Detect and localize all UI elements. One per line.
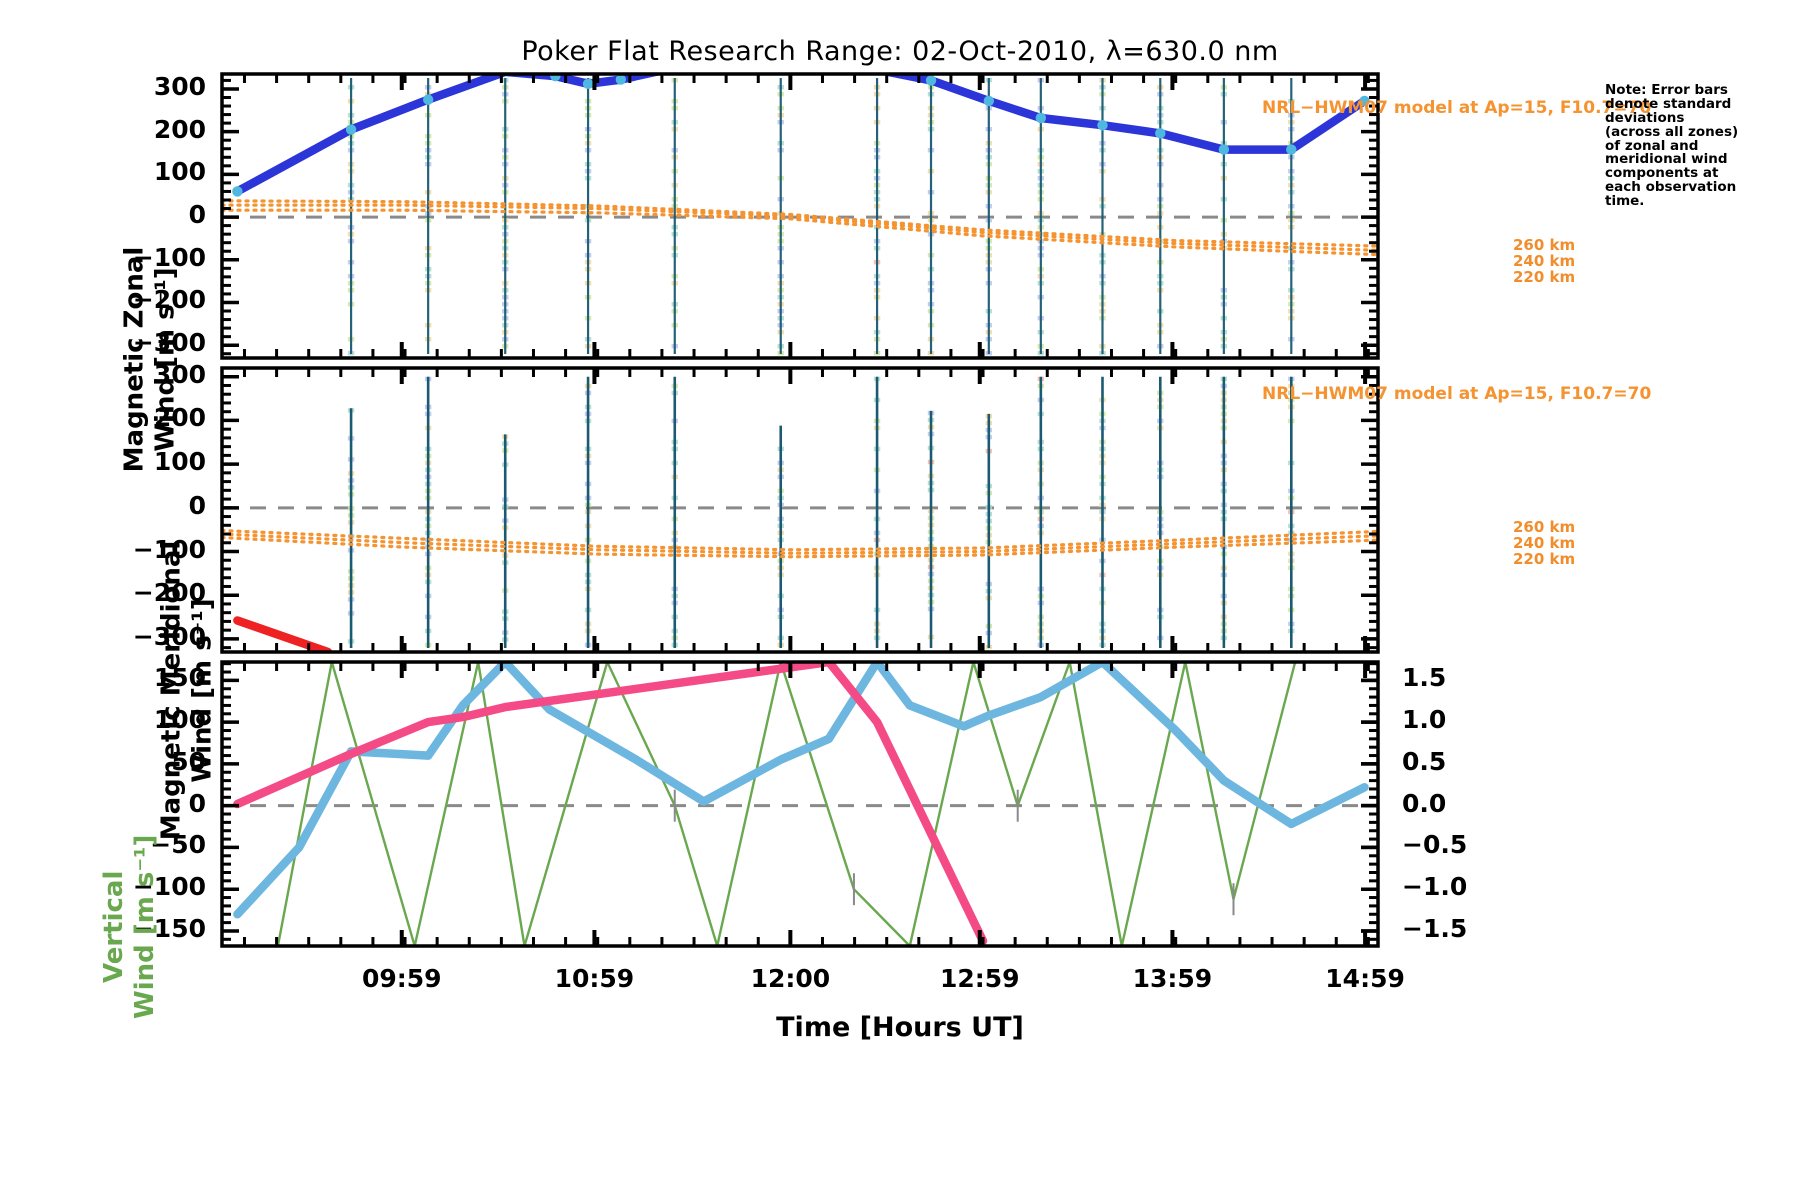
ytick-meridional-4: −100 — [132, 534, 206, 564]
ytick-vertical-3: 0 — [188, 788, 206, 818]
alt-label-meridional-0: 260 km — [1513, 518, 1576, 536]
ytick-zonal-6: −300 — [132, 328, 206, 358]
ytick-meridional-2: 100 — [153, 447, 206, 477]
ytick-right-3: 0.0 — [1402, 788, 1447, 818]
alt-label-meridional-2: 220 km — [1513, 550, 1576, 568]
xtick-4: 13:59 — [1132, 964, 1213, 993]
ytick-zonal-0: 300 — [153, 71, 206, 101]
alt-label-zonal-1: 240 km — [1513, 252, 1576, 270]
ytick-vertical-1: 100 — [153, 705, 206, 735]
model-note-zonal: NRL−HWM07 model at Ap=15, F10.7=70 — [1262, 98, 1652, 118]
ytick-vertical-2: 50 — [171, 746, 206, 776]
ylabel-vertical: Vertical Wind [m s⁻¹] — [98, 834, 160, 1019]
xtick-0: 09:59 — [361, 964, 442, 993]
alt-label-meridional-1: 240 km — [1513, 534, 1576, 552]
ytick-zonal-5: −200 — [132, 285, 206, 315]
panel-zonal — [220, 72, 1380, 360]
xtick-2: 12:00 — [750, 964, 831, 993]
xtick-3: 12:59 — [939, 964, 1020, 993]
ytick-zonal-4: −100 — [132, 242, 206, 272]
ytick-meridional-3: 0 — [188, 490, 206, 520]
ytick-vertical-0: 150 — [153, 663, 206, 693]
ytick-right-0: 1.5 — [1402, 663, 1447, 693]
ytick-meridional-0: 300 — [153, 359, 206, 389]
note-line-0: Note: Error bars — [1605, 82, 1728, 98]
panel-vertical — [220, 660, 1380, 948]
ytick-meridional-1: 200 — [153, 403, 206, 433]
note-line-7: each observation — [1605, 179, 1737, 196]
note-line-8: time. — [1605, 193, 1645, 210]
ytick-zonal-1: 200 — [153, 114, 206, 144]
note-line-6: components at — [1605, 165, 1719, 182]
alt-label-zonal-0: 260 km — [1513, 236, 1576, 254]
chart-title: Poker Flat Research Range: 02-Oct-2010, … — [521, 36, 1279, 67]
ytick-zonal-3: 0 — [188, 200, 206, 230]
ylabel-meridional: Magnetic Meridional Wind [m s⁻¹] — [156, 540, 218, 841]
ytick-right-2: 0.5 — [1402, 746, 1447, 776]
ytick-right-5: −1.0 — [1402, 872, 1468, 902]
xtick-5: 14:59 — [1325, 964, 1405, 993]
note-line-2: deviations — [1605, 109, 1685, 126]
alt-label-zonal-2: 220 km — [1513, 268, 1576, 286]
note-line-1: denote standard — [1605, 95, 1732, 112]
panel-meridional — [220, 366, 1380, 654]
model-note-meridional: NRL−HWM07 model at Ap=15, F10.7=70 — [1262, 384, 1652, 404]
ytick-vertical-6: −150 — [132, 913, 206, 943]
note-line-4: of zonal and — [1605, 137, 1699, 154]
ytick-right-1: 1.0 — [1402, 705, 1447, 735]
ytick-meridional-6: −300 — [132, 621, 206, 651]
ytick-right-6: −1.5 — [1402, 913, 1468, 943]
ytick-meridional-5: −200 — [132, 578, 206, 608]
ytick-vertical-4: −50 — [150, 830, 206, 860]
ytick-vertical-5: −100 — [132, 872, 206, 902]
note-line-3: (across all zones) — [1605, 123, 1739, 140]
ytick-zonal-2: 100 — [153, 157, 206, 187]
xtick-1: 10:59 — [554, 964, 635, 993]
note-line-5: meridional wind — [1605, 151, 1728, 168]
ylabel-zonal: Magnetic Zonal Wind [m s⁻¹] — [119, 246, 181, 473]
note-box: Note: Error bars denote standard deviation… — [1605, 82, 1795, 210]
xaxis-label: Time [Hours UT] — [776, 1012, 1024, 1043]
ytick-right-4: −0.5 — [1402, 830, 1468, 860]
